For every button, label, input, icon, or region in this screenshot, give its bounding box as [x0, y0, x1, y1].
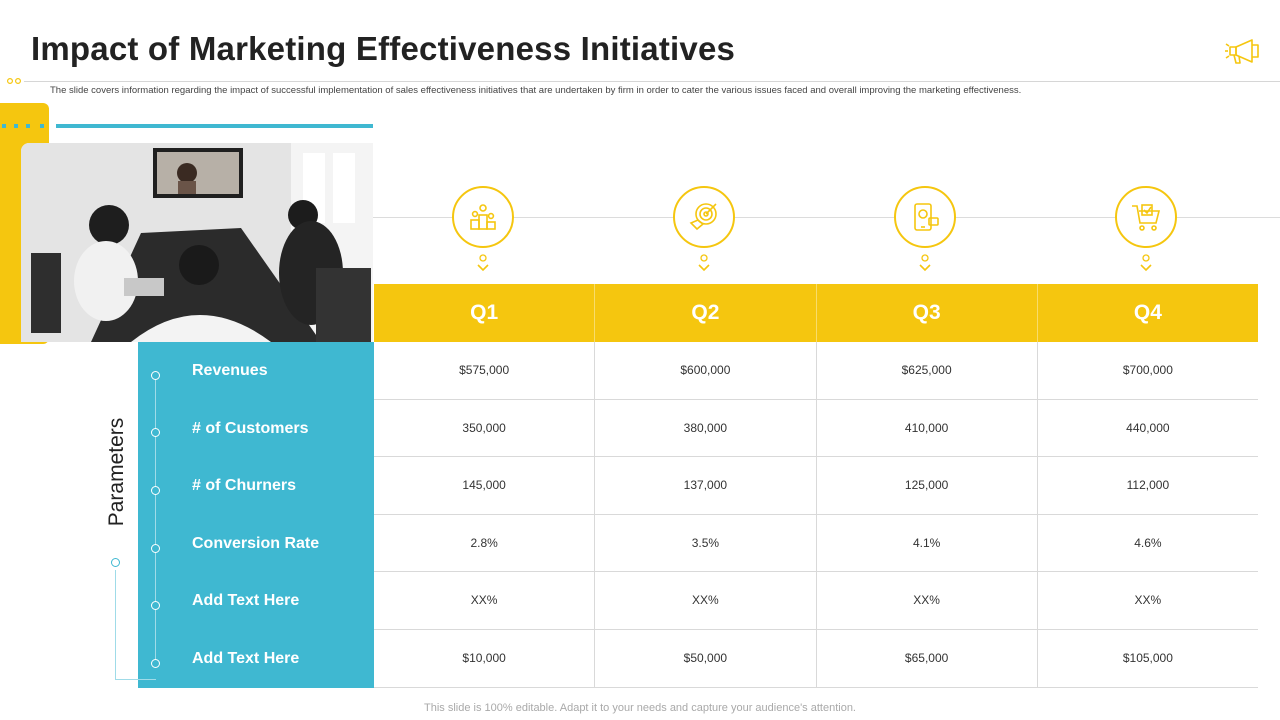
- param-label-churners: # of Churners: [192, 477, 297, 495]
- data-table: $575,000 $600,000 $625,000 $700,000 350,…: [374, 342, 1258, 688]
- table-row: $575,000 $600,000 $625,000 $700,000: [374, 342, 1258, 400]
- title-divider: [24, 81, 1280, 82]
- chevron-down-icon: [1140, 254, 1152, 272]
- table-cell: 3.5%: [595, 514, 817, 572]
- table-row: 2.8% 3.5% 4.1% 4.6%: [374, 514, 1258, 573]
- bracket-node-icon: [151, 428, 160, 437]
- bracket-node-icon: [151, 601, 160, 610]
- megaphone-icon: [1225, 39, 1259, 64]
- divider-dots-icon: [7, 77, 22, 85]
- table-cell: XX%: [374, 572, 596, 629]
- table-cell: 350,000: [374, 399, 596, 457]
- footer-note: This slide is 100% editable. Adapt it to…: [424, 702, 856, 714]
- bracket-node-icon: [151, 544, 160, 553]
- bracket-node-icon: [111, 558, 120, 567]
- header-q3: Q3: [817, 284, 1038, 342]
- meeting-photo: [21, 143, 373, 342]
- table-cell: 2.8%: [374, 514, 596, 572]
- table-cell: $700,000: [1122, 363, 1173, 377]
- bracket-outline: [115, 570, 156, 680]
- chevron-down-icon: [477, 254, 489, 272]
- param-label-revenues: Revenues: [192, 362, 268, 379]
- table-row: $10,000 $50,000 $65,000 $105,000: [374, 629, 1258, 688]
- icon-connector-line: [373, 217, 1280, 218]
- param-label-customers: # of Customers: [192, 419, 309, 437]
- quarter-header-row: Q1 Q2 Q3 Q4: [374, 284, 1258, 342]
- teal-dash-dots: [2, 124, 44, 128]
- table-cell: $600,000: [595, 342, 817, 399]
- target-money-icon: [673, 186, 735, 248]
- chevron-down-icon: [919, 254, 931, 272]
- table-cell: 125,000: [817, 457, 1038, 514]
- parameters-column: Revenues # of Customers # of Churners Co…: [138, 342, 374, 688]
- table-cell: 4.1%: [817, 514, 1038, 572]
- bracket-node-icon: [151, 486, 160, 495]
- header-q2: Q2: [595, 284, 817, 342]
- table-cell: $105,000: [1122, 650, 1173, 665]
- mobile-marketing-icon: [894, 186, 956, 248]
- table-cell: 380,000: [595, 399, 817, 457]
- table-cell: $625,000: [817, 342, 1038, 399]
- table-row: 145,000 137,000 125,000 112,000: [374, 457, 1258, 515]
- shopping-cart-icon: [1115, 186, 1177, 248]
- teal-accent-line: [56, 124, 373, 128]
- param-label-add-text-1: Add Text Here: [192, 592, 300, 610]
- table-cell: 410,000: [817, 399, 1038, 457]
- param-label-add-text-2: Add Text Here: [192, 650, 300, 667]
- bracket-node-icon: [151, 371, 160, 380]
- table-cell: 137,000: [595, 457, 817, 514]
- parameters-side-label: Parameters: [105, 417, 128, 527]
- table-cell: $50,000: [595, 629, 817, 687]
- slide-description: The slide covers information regarding t…: [50, 85, 1022, 96]
- page-title: Impact of Marketing Effectiveness Initia…: [31, 30, 736, 67]
- table-cell: $10,000: [374, 629, 596, 687]
- table-row: XX% XX% XX% XX%: [374, 572, 1258, 630]
- table-cell: XX%: [1134, 593, 1162, 608]
- table-row: 350,000 380,000 410,000 440,000: [374, 399, 1258, 458]
- table-cell: 440,000: [1126, 420, 1170, 435]
- award-podium-icon: [452, 186, 514, 248]
- table-cell: $575,000: [374, 342, 596, 399]
- param-label-conversion-rate: Conversion Rate: [192, 534, 320, 552]
- table-cell: XX%: [817, 572, 1038, 629]
- header-q4: Q4: [1133, 301, 1162, 324]
- bracket-node-icon: [151, 659, 160, 668]
- bracket-line: [155, 374, 156, 664]
- table-cell: XX%: [595, 572, 817, 629]
- table-cell: 112,000: [1126, 478, 1170, 493]
- table-cell: 4.6%: [1134, 535, 1162, 550]
- chevron-down-icon: [698, 254, 710, 272]
- header-q1: Q1: [374, 284, 596, 342]
- table-cell: $65,000: [817, 629, 1038, 687]
- table-cell: 145,000: [374, 457, 596, 514]
